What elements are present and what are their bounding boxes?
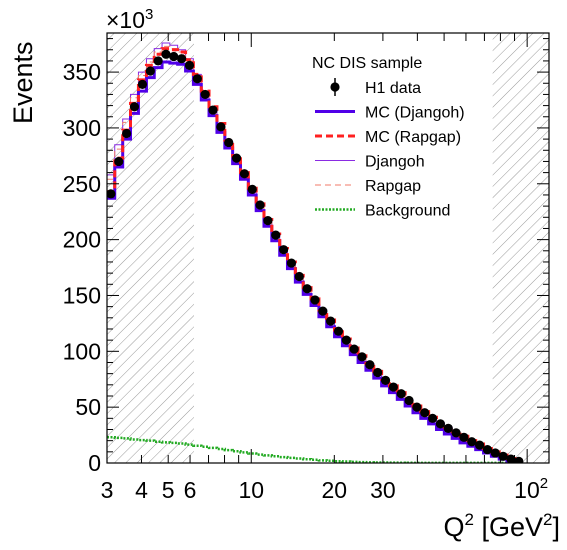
legend-label-rapgap: Rapgap	[365, 178, 421, 195]
data-point	[169, 51, 179, 62]
data-point	[435, 419, 446, 429]
excluded-region-1	[492, 33, 549, 463]
y-tick-label: 0	[88, 450, 101, 476]
x-tick-label: 20	[322, 477, 348, 503]
data-point	[192, 74, 202, 84]
axis-ticks	[106, 33, 549, 464]
x-tick-label: 6	[184, 477, 197, 503]
series-background	[107, 436, 515, 463]
data-point	[153, 56, 163, 66]
legend-label-h1-data: H1 data	[365, 80, 421, 97]
data-point	[302, 284, 312, 294]
data-point	[396, 389, 406, 399]
y-axis-title: Events	[8, 41, 38, 124]
legend-label-background: Background	[365, 203, 450, 220]
data-point	[475, 440, 485, 450]
data-point	[263, 216, 273, 226]
data-point	[404, 395, 414, 406]
data-point	[326, 316, 336, 326]
y-tick-label: 50	[75, 394, 101, 420]
plot-frame	[106, 32, 550, 464]
data-point	[482, 444, 493, 455]
data-point	[514, 456, 524, 463]
data-point	[239, 169, 250, 179]
y-tick-label: 100	[63, 338, 101, 364]
data-point	[490, 448, 500, 458]
data-point	[310, 295, 320, 305]
x-axis-title: Q2 [GeV2]	[444, 510, 561, 542]
data-point	[294, 271, 304, 282]
data-point	[161, 49, 171, 59]
data-point	[420, 408, 430, 418]
legend-label-mc-djangoh: MC (Djangoh)	[365, 105, 465, 122]
data-point	[388, 382, 398, 392]
legend-label-djangoh: Djangoh	[365, 154, 425, 171]
data-point	[427, 413, 438, 423]
legend-title: NC DIS sample	[312, 55, 422, 72]
y-tick-label: 200	[63, 227, 101, 253]
x-tick-label: 4	[135, 477, 148, 503]
data-point	[286, 258, 297, 268]
data-point	[341, 335, 351, 345]
y-tick-label: 150	[63, 282, 101, 308]
data-point	[184, 60, 195, 70]
data-point	[177, 54, 187, 64]
y-tick-label: 300	[63, 115, 101, 141]
data-point	[145, 66, 155, 76]
data-point	[365, 360, 375, 370]
x-tick-label: 30	[370, 477, 396, 503]
data-point	[200, 89, 210, 100]
x-tick-label: 102	[514, 475, 548, 503]
data-point	[247, 184, 257, 194]
data-point	[107, 189, 116, 199]
data-point	[357, 352, 367, 362]
data-point	[121, 128, 132, 139]
data-point	[216, 122, 226, 132]
data-point	[349, 344, 359, 354]
data-point	[333, 326, 344, 336]
data-point	[114, 156, 124, 167]
data-point	[459, 432, 469, 442]
data-point	[255, 200, 265, 210]
y-tick-labels: 0 50 100 150 200 250 300 350	[63, 59, 101, 476]
data-point	[451, 428, 461, 438]
data-point	[373, 367, 383, 378]
y-multiplier: ×103	[106, 6, 153, 33]
x-tick-label: 3	[101, 477, 114, 503]
x-tick-label: 10	[238, 477, 264, 503]
data-point	[278, 245, 289, 255]
y-tick-label: 250	[63, 171, 101, 197]
data-point	[506, 454, 516, 463]
data-point	[380, 375, 391, 385]
data-point	[412, 402, 422, 412]
x-tick-labels: 3 4 5 6 10 20 30 102	[101, 475, 549, 503]
data-point	[467, 437, 477, 447]
data-point	[129, 102, 140, 112]
data-point	[208, 105, 218, 115]
legend: NC DIS sample H1 data MC (Djangoh) MC (Rap…	[312, 55, 465, 220]
data-point	[498, 451, 508, 461]
x-tick-label: 5	[162, 477, 175, 503]
data-point	[443, 423, 453, 433]
excluded-regions	[107, 33, 549, 463]
data-point	[271, 230, 281, 240]
excluded-region-0	[107, 33, 194, 463]
data-point	[137, 79, 148, 89]
background-series	[107, 436, 515, 463]
data-point	[231, 153, 242, 163]
data-point	[224, 137, 234, 148]
y-tick-label: 350	[63, 59, 101, 85]
data-points	[107, 49, 524, 463]
legend-label-mc-rapgap: MC (Rapgap)	[365, 129, 461, 146]
data-point	[318, 306, 328, 316]
